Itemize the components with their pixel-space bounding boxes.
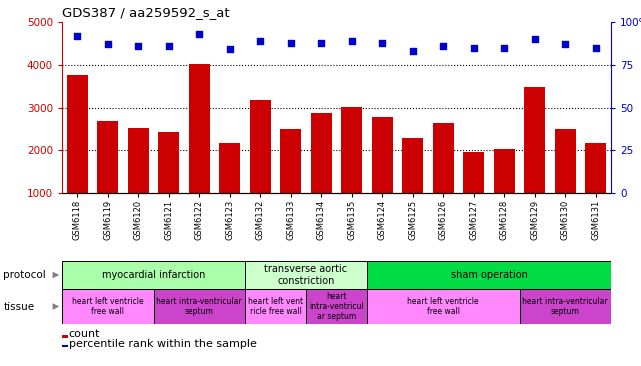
Point [286, 40, 296, 45]
Bar [128, 128, 149, 236]
Text: heart left ventricle
free wall: heart left ventricle free wall [72, 297, 144, 316]
Point [103, 41, 113, 47]
Bar [372, 117, 393, 236]
Text: GDS387 / aa259592_s_at: GDS387 / aa259592_s_at [62, 7, 229, 19]
Bar [245, 289, 306, 324]
Text: transverse aortic
constriction: transverse aortic constriction [265, 264, 347, 286]
Bar [519, 289, 611, 324]
Bar [341, 107, 362, 236]
Text: heart intra-ventricular
septum: heart intra-ventricular septum [156, 297, 242, 316]
Point [408, 48, 418, 54]
Point [347, 38, 357, 44]
Text: sham operation: sham operation [451, 270, 528, 280]
Point [499, 45, 510, 51]
Point [590, 45, 601, 51]
Bar [219, 142, 240, 236]
Point [560, 41, 570, 47]
Point [72, 33, 83, 38]
Bar [367, 289, 519, 324]
Point [224, 46, 235, 52]
Bar [67, 75, 88, 236]
Text: myocardial infarction: myocardial infarction [102, 270, 205, 280]
Text: heart intra-ventricular
septum: heart intra-ventricular septum [522, 297, 608, 316]
Point [255, 38, 265, 44]
Bar [153, 289, 245, 324]
Bar [62, 261, 245, 289]
Bar [402, 138, 424, 236]
Bar [463, 152, 485, 236]
Bar [245, 261, 367, 289]
Point [469, 45, 479, 51]
Text: heart
intra-ventricul
ar septum: heart intra-ventricul ar septum [309, 292, 364, 321]
Bar [585, 142, 606, 236]
Bar [494, 149, 515, 236]
Bar [524, 87, 545, 236]
Bar [554, 129, 576, 236]
Point [163, 43, 174, 49]
Text: heart left ventricle
free wall: heart left ventricle free wall [408, 297, 479, 316]
Bar [249, 100, 271, 236]
Point [194, 31, 204, 37]
Bar [97, 121, 119, 236]
Point [133, 43, 144, 49]
Text: heart left vent
ricle free wall: heart left vent ricle free wall [248, 297, 303, 316]
Bar [280, 129, 301, 236]
Point [316, 40, 326, 45]
Point [438, 43, 448, 49]
Bar [188, 64, 210, 236]
Bar [433, 123, 454, 236]
Text: percentile rank within the sample: percentile rank within the sample [69, 339, 256, 348]
Bar [311, 113, 332, 236]
Point [377, 40, 387, 45]
Text: tissue: tissue [3, 302, 35, 311]
Text: protocol: protocol [3, 270, 46, 280]
Bar [62, 289, 153, 324]
Bar [367, 261, 611, 289]
Bar [306, 289, 367, 324]
Bar [158, 132, 179, 236]
Point [529, 36, 540, 42]
Text: count: count [69, 329, 100, 339]
